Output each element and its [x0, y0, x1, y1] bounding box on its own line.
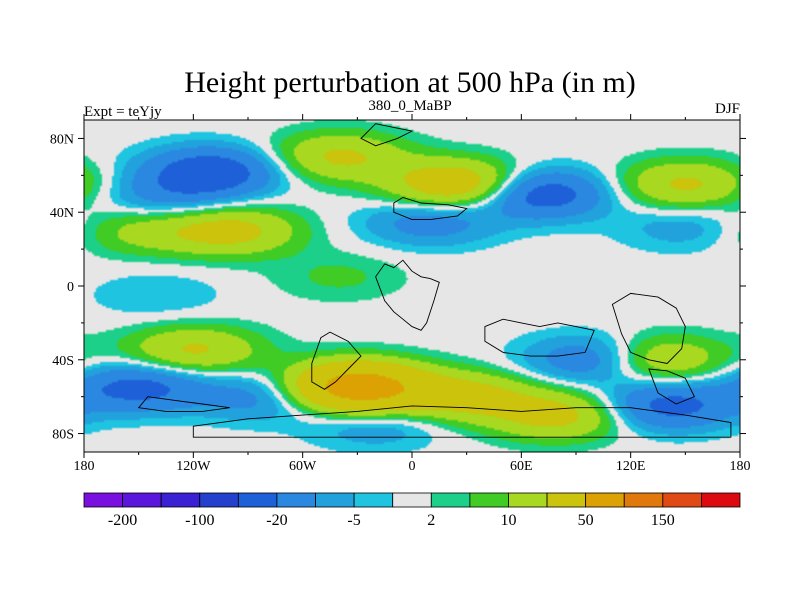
x-tick-label: 120E [616, 459, 646, 474]
coastline-5 [484, 318, 595, 357]
x-tick-label: 180 [730, 459, 751, 474]
x-tick-label: 180 [74, 459, 95, 474]
colorbar-swatch [546, 492, 587, 508]
colorbar: -200 -100 -20 -5 2 10 50 150 [83, 492, 741, 529]
coastline-4 [192, 405, 732, 438]
colorbar-label: -200 [108, 512, 137, 529]
colorbar-swatch [199, 492, 239, 508]
colorbar-swatch [83, 492, 123, 508]
colorbar-swatch [392, 492, 432, 508]
chart-title: Height perturbation at 500 hPa (in m) [184, 66, 636, 99]
coastline-0 [360, 123, 414, 147]
colorbar-swatch [237, 492, 278, 508]
y-tick-label: 80S [52, 428, 74, 443]
coastline-6 [611, 292, 686, 364]
colorbar-swatch [353, 492, 394, 508]
coastline-7 [648, 368, 696, 405]
x-tick-label: 60W [289, 459, 317, 474]
colorbar-label: 10 [501, 512, 517, 529]
colorbar-swatch [122, 492, 162, 508]
coastline-1 [393, 197, 468, 221]
colorbar-swatch [623, 492, 664, 508]
height-perturbation-field [84, 120, 740, 452]
colorbar-swatch [585, 492, 625, 508]
colorbar-label: -100 [185, 512, 214, 529]
season-label: DJF [715, 101, 740, 117]
coastline-3 [311, 331, 362, 390]
colorbar-label: 50 [578, 512, 594, 529]
coastline-8 [137, 396, 230, 412]
colorbar-label: -20 [266, 512, 287, 529]
y-tick-label: 40S [52, 354, 74, 369]
experiment-label: Expt = teYjy [84, 104, 162, 120]
x-tick-label: 120W [176, 459, 211, 474]
colorbar-swatch [508, 492, 548, 508]
y-tick-label: 40N [50, 206, 74, 221]
y-tick-label: 80N [50, 132, 74, 147]
x-tick-label: 60E [510, 459, 533, 474]
x-axis: 180 120W 60W 0 60E 120E 180 [74, 114, 751, 474]
coastline-2 [375, 259, 440, 331]
contour-field [84, 120, 740, 452]
colorbar-swatch [315, 492, 355, 508]
colorbar-label: 2 [427, 512, 435, 529]
colorbar-swatch [430, 492, 471, 508]
x-tick-label: 0 [409, 459, 416, 474]
colorbar-swatch [662, 492, 702, 508]
colorbar-label: -5 [347, 512, 360, 529]
period-label: 380_0_MaBP [368, 98, 451, 114]
colorbar-swatch [701, 492, 741, 508]
colorbar-swatch [469, 492, 509, 508]
y-axis: 80N 40N 0 40S 80S [50, 132, 746, 443]
continent-outlines [137, 123, 732, 438]
colorbar-swatch [276, 492, 316, 508]
y-tick-label: 0 [67, 280, 74, 295]
colorbar-swatch [160, 492, 201, 508]
colorbar-label: 150 [651, 512, 675, 529]
